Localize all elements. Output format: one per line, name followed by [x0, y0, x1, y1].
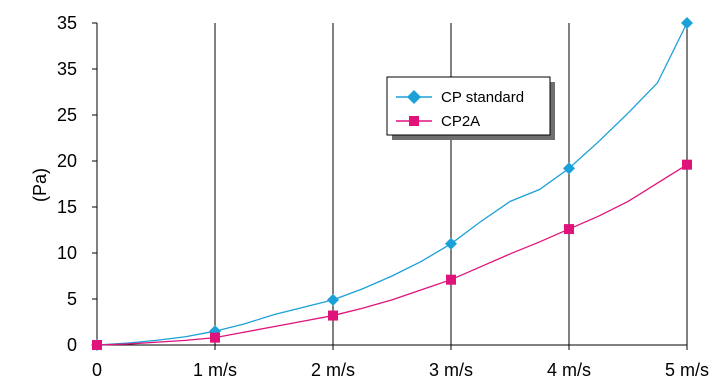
y-tick-label: 25 [57, 105, 77, 125]
y-tick-label: 35 [57, 13, 77, 33]
data-point-square [210, 332, 220, 343]
y-tick-label: 5 [67, 289, 77, 309]
x-tick-label: 3 m/s [429, 360, 473, 380]
legend-label-cp2a: CP2A [441, 113, 480, 130]
data-point-square [92, 340, 102, 350]
legend: CP standard CP2A [386, 76, 555, 140]
x-tick-label: 0 [92, 360, 102, 380]
x-tick-label: 5 m/s [665, 360, 709, 380]
data-point-square [328, 310, 338, 321]
data-point-diamond [327, 293, 339, 306]
grid-lines [214, 23, 688, 345]
x-tick-label: 2 m/s [311, 360, 355, 380]
legend-label-cp-standard: CP standard [441, 89, 524, 106]
x-tick-label: 4 m/s [547, 360, 591, 380]
y-tick-label: 0 [67, 335, 77, 355]
data-point-square [682, 159, 692, 170]
y-tick-label: 10 [57, 243, 77, 263]
data-point-square [564, 224, 574, 235]
y-tick-labels: 0 5 10 15 20 25 35 35 [57, 13, 97, 355]
data-point-square [446, 274, 456, 285]
series-cp-standard [91, 17, 693, 351]
data-point-diamond [563, 162, 575, 175]
y-tick-label: 35 [57, 59, 77, 79]
y-tick-label: 15 [57, 197, 77, 217]
series-line [96, 22, 688, 346]
legend-marker-cp-standard [407, 90, 421, 104]
legend-marker-cp2a [409, 116, 419, 126]
data-point-diamond [445, 237, 457, 250]
data-point-diamond [681, 17, 693, 29]
x-tick-labels: 0 1 m/s 2 m/s 3 m/s 4 m/s 5 m/s [92, 345, 709, 380]
series-line [96, 164, 688, 346]
axes [96, 23, 687, 346]
x-tick-label: 1 m/s [193, 360, 237, 380]
y-tick-label: 20 [57, 151, 77, 171]
series-cp2a [92, 159, 692, 350]
series-group [91, 17, 693, 351]
y-axis-title: (Pa) [30, 168, 50, 202]
